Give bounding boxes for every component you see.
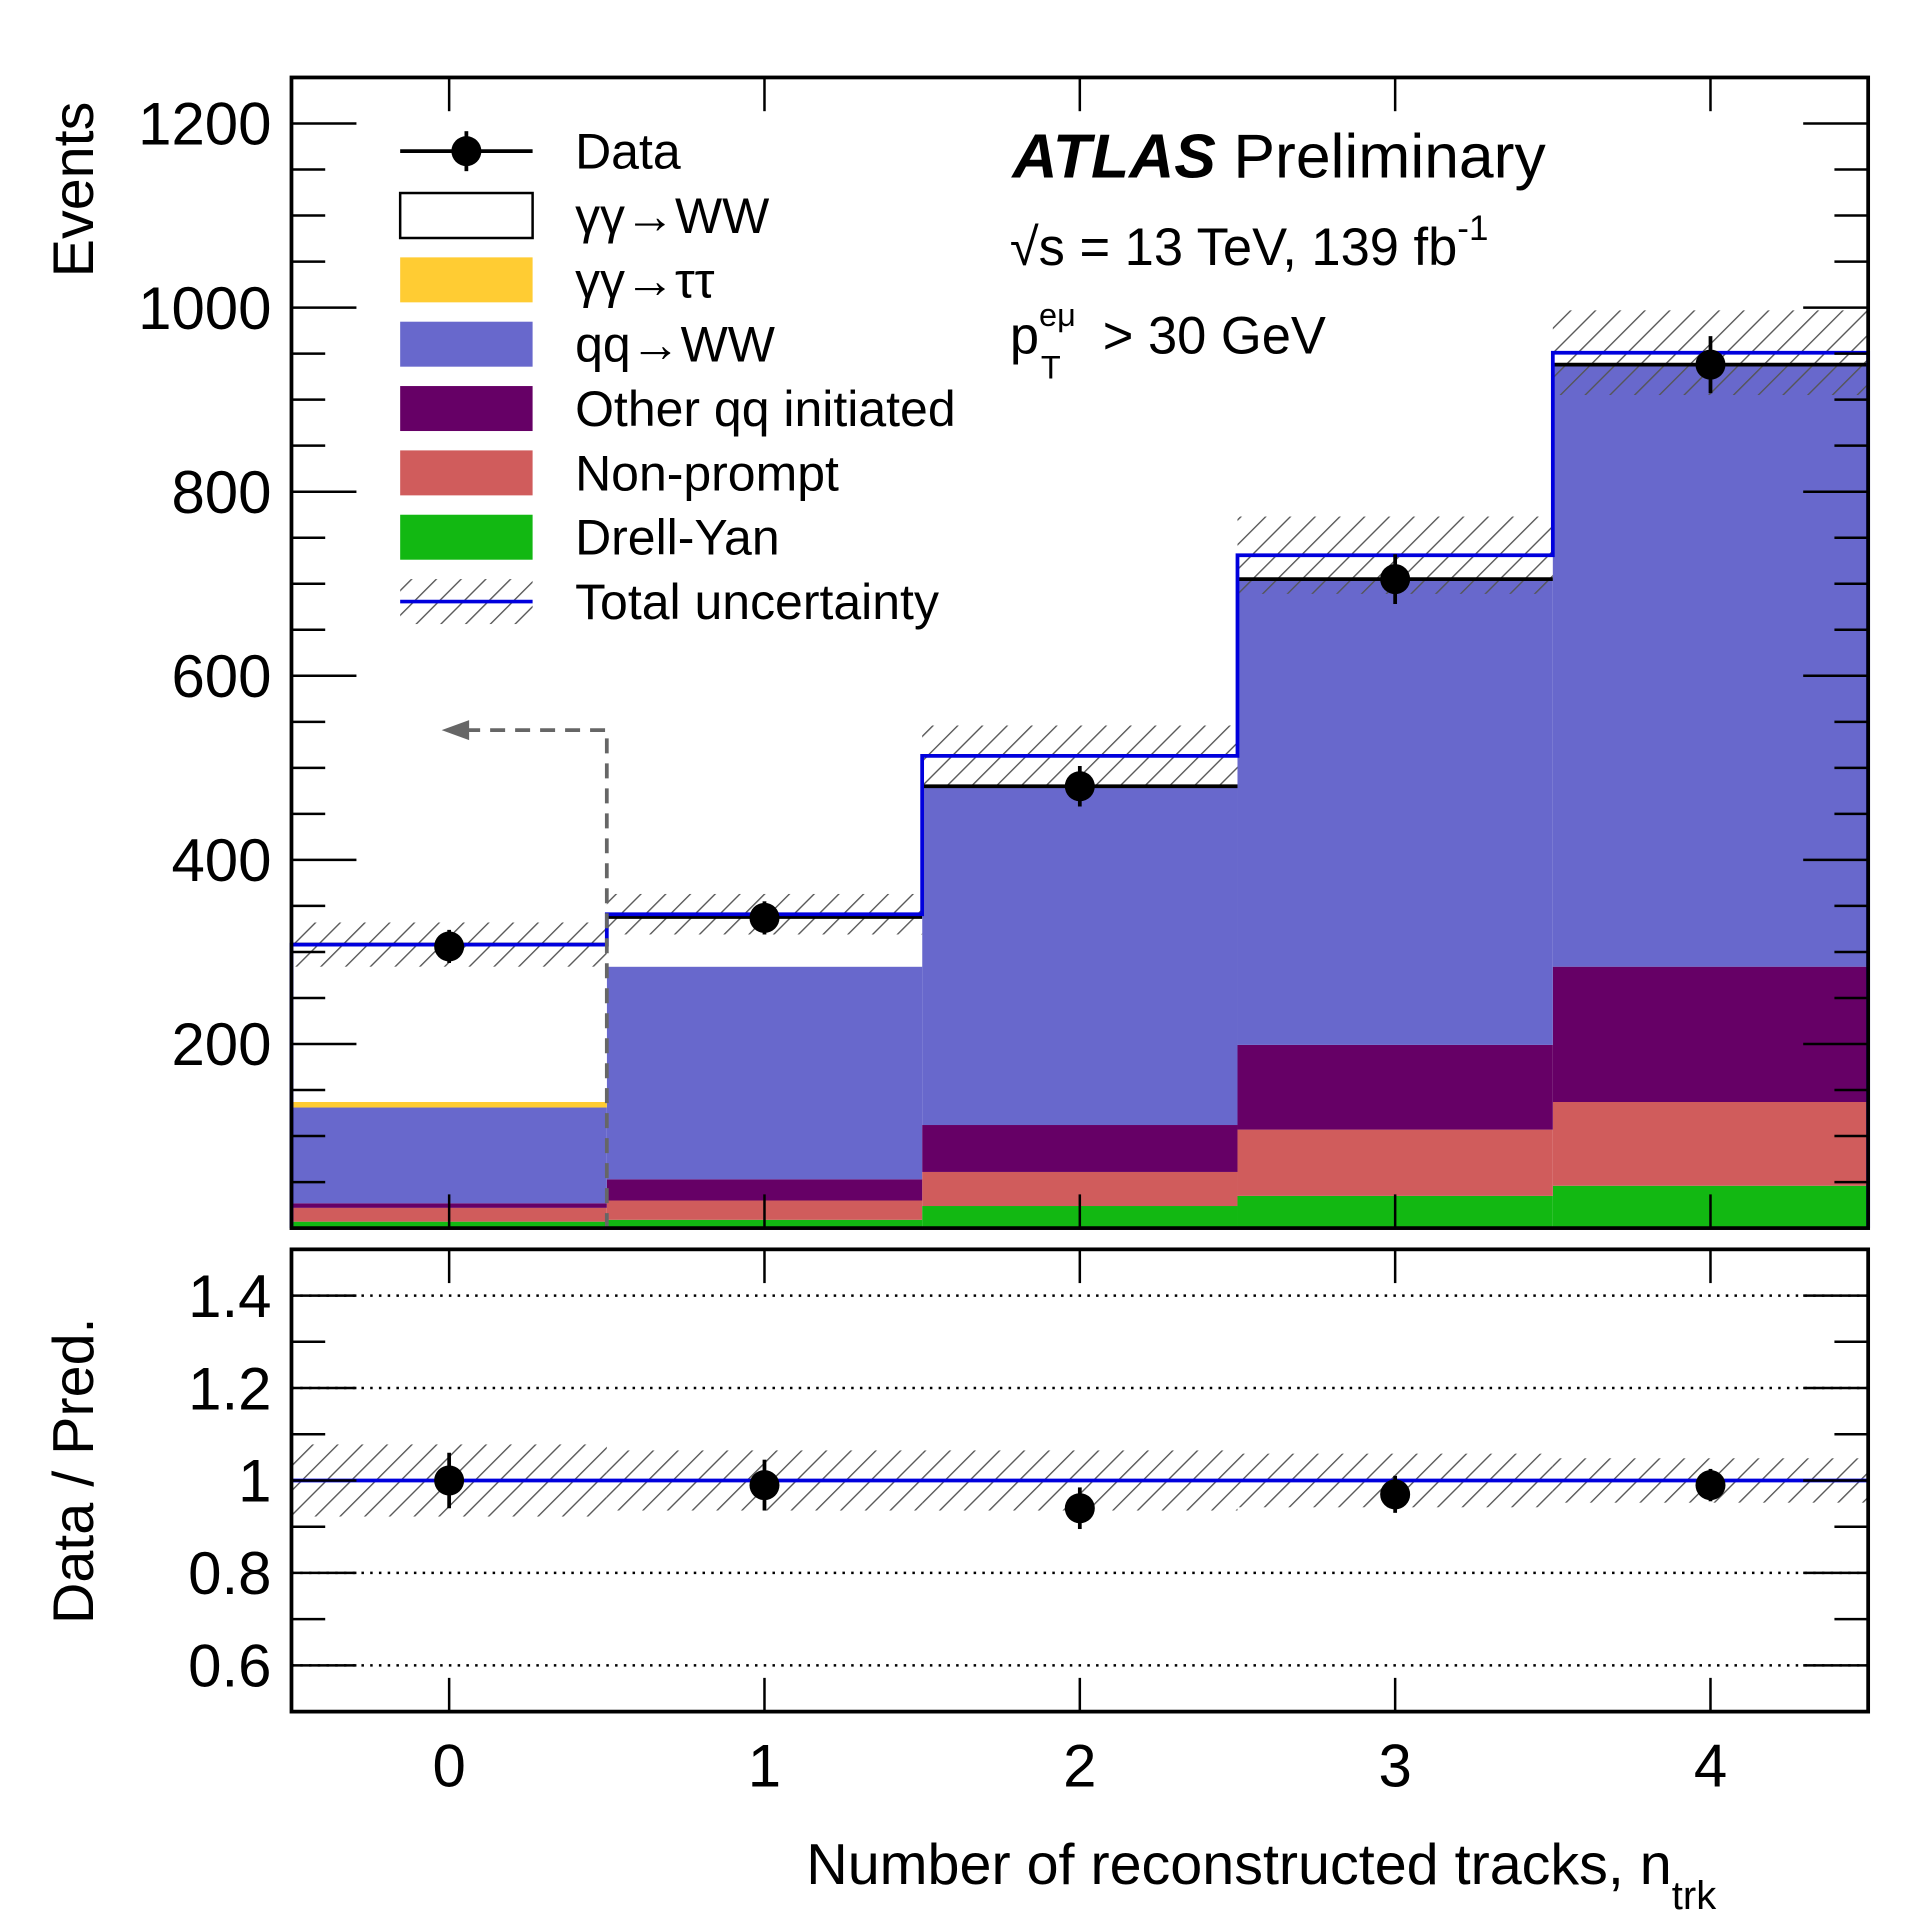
- legend-label: Non-prompt: [575, 445, 839, 501]
- data-point: [749, 902, 780, 933]
- stack-bar-other-qq-initiated: [1552, 966, 1869, 1103]
- legend-label: Drell-Yan: [575, 510, 780, 566]
- ratio-point: [1695, 1470, 1726, 1501]
- stack-bar-non-prompt: [1237, 1129, 1553, 1196]
- legend-swatch: [400, 514, 533, 560]
- energy-text: √s = 13 TeV, 139 fb: [1010, 219, 1457, 277]
- atlas-experiment: ATLAS: [1010, 121, 1216, 191]
- ratio-y-tick-label: 0.8: [188, 1540, 271, 1607]
- legend-swatch: [400, 257, 533, 303]
- ratio-point: [749, 1470, 780, 1501]
- energy-label: √s = 13 TeV, 139 fb-1: [1010, 209, 1489, 277]
- ratio-y-tick-label: 1: [238, 1448, 271, 1515]
- ratio-point: [1064, 1493, 1095, 1524]
- data-point: [1380, 564, 1411, 595]
- legend-swatch: [400, 321, 533, 367]
- stack-bar--ww: [291, 944, 607, 1103]
- atlas-status: Preliminary: [1233, 121, 1546, 191]
- x-tick-label: 1: [748, 1733, 781, 1800]
- y-tick-label: 1000: [138, 275, 271, 342]
- cut-p: p: [1010, 308, 1039, 366]
- legend-label: γγ→WW: [575, 188, 769, 244]
- legend-swatch: [400, 386, 533, 432]
- stack-bar-other-qq-initiated: [922, 1125, 1238, 1172]
- legend-label: Total uncertainty: [575, 574, 939, 630]
- data-point: [1695, 349, 1726, 380]
- ratio-y-tick-label: 1.2: [188, 1355, 271, 1422]
- legend-swatch: [398, 191, 534, 240]
- cut-rest: > 30 GeV: [1088, 308, 1326, 366]
- main-plot: 200 400 600 800 1000 1200: [138, 75, 1871, 1230]
- legend-data-marker: [451, 136, 482, 167]
- stack-bar--: [291, 1102, 607, 1108]
- x-axis-label-sub: trk: [1672, 1874, 1717, 1918]
- legend-label: γγ→ττ: [575, 252, 715, 308]
- stack-bar-other-qq-initiated: [1237, 1044, 1553, 1130]
- data-point: [1064, 771, 1095, 802]
- x-axis-label-main: Number of reconstructed tracks, n: [806, 1833, 1672, 1897]
- legend-label: Other qq initiated: [575, 381, 956, 437]
- y-tick-label: 600: [171, 643, 271, 710]
- x-tick-label: 4: [1694, 1733, 1727, 1800]
- data-point: [434, 931, 465, 962]
- stack-bar-qq-ww: [1552, 364, 1869, 967]
- cut-label: peμ T > 30 GeV: [1010, 297, 1326, 385]
- legend-label: qq→WW: [575, 317, 775, 373]
- y-axis-label: Events: [42, 102, 106, 278]
- ratio-point: [1380, 1479, 1411, 1510]
- ratio-y-tick-label: 1.4: [188, 1263, 271, 1330]
- x-axis-label: Number of reconstructed tracks, ntrk: [806, 1833, 1717, 1918]
- cut-sup: eμ: [1039, 297, 1076, 333]
- stack-bar-qq-ww: [922, 786, 1238, 1126]
- stack-bar-qq-ww: [1237, 579, 1553, 1045]
- x-tick-label: 3: [1378, 1733, 1411, 1800]
- y-tick-label: 200: [171, 1011, 271, 1078]
- legend: Data γγ→WW γγ→ττ qq→WW Other qq initiated Non…: [398, 124, 956, 630]
- atlas-label: ATLAS Preliminary: [1010, 121, 1546, 191]
- cut-sub: T: [1041, 350, 1061, 386]
- ratio-point: [434, 1465, 465, 1496]
- y-tick-label: 800: [171, 459, 271, 526]
- y-tick-label: 400: [171, 827, 271, 894]
- stack-bar-qq-ww: [606, 966, 923, 1180]
- ratio-plot: 0.6 0.8 1 1.2 1.4 0 1 2 3 4: [188, 1247, 1871, 1800]
- y-tick-label: 1200: [138, 91, 271, 158]
- stack-bar-qq-ww: [291, 1107, 607, 1204]
- legend-swatch: [400, 450, 533, 496]
- cut-arrow-head-icon: [441, 720, 470, 741]
- x-tick-label: 2: [1063, 1733, 1096, 1800]
- x-tick-label: 0: [432, 1733, 465, 1800]
- ratio-y-tick-label: 0.6: [188, 1633, 271, 1700]
- total-prediction-line: [289, 350, 1871, 1229]
- ratio-y-axis-label: Data / Pred.: [42, 1317, 106, 1624]
- stack-bar-non-prompt: [1552, 1102, 1869, 1186]
- stack-bar-other-qq-initiated: [606, 1179, 923, 1201]
- energy-sup: -1: [1457, 209, 1488, 248]
- legend-label: Data: [575, 124, 681, 180]
